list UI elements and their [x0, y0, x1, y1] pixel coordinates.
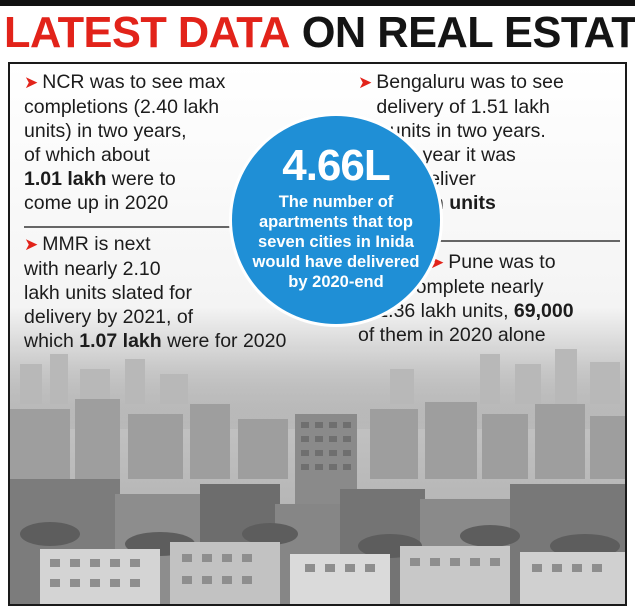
ncr-line-1: ➤ NCR was to see max: [24, 71, 226, 93]
headline-figure-circle: 4.66L The number of apartments that top …: [232, 116, 440, 324]
red-arrow-icon: ➤: [24, 235, 39, 254]
ncr-line-5: 1.01 lakh were to: [24, 168, 176, 190]
circle-caption-line-1: The number of: [278, 193, 394, 211]
mmr-note: ➤ MMR is next with nearly 2.10 lakh units…: [24, 232, 286, 353]
circle-caption-line-3: seven cities in Inida: [258, 233, 414, 251]
mmr-line-4: delivery by 2021, of: [24, 306, 194, 328]
pune-line-3: 1.36 lakh units, 69,000: [377, 300, 574, 322]
red-arrow-icon: ➤: [358, 73, 373, 92]
pune-line-2: complete nearly: [405, 276, 544, 298]
mmr-line-2: with nearly 2.10: [24, 258, 161, 280]
headline: LATEST DATA ON REAL ESTATE: [4, 8, 635, 58]
red-arrow-icon: ➤: [429, 253, 445, 272]
mmr-bold-value: 1.07 lakh: [79, 330, 162, 352]
bengaluru-line-3: units in two years.: [389, 120, 546, 142]
total-figure: 4.66L: [282, 141, 391, 190]
pune-line-1: ➤ Pune was to: [429, 251, 556, 273]
red-arrow-icon: ➤: [24, 73, 39, 92]
ncr-line-3: units) in two years,: [24, 120, 187, 142]
circle-caption-line-2: apartments that top: [258, 213, 413, 231]
bengaluru-line-1: ➤ Bengaluru was to see: [358, 71, 564, 93]
circle-caption-line-5: by 2020-end: [288, 273, 384, 291]
circle-caption-line-4: would have delivered: [252, 253, 420, 271]
bengaluru-line-2: delivery of 1.51 lakh: [376, 96, 550, 118]
headline-part-black: ON REAL ESTATE: [301, 8, 635, 57]
ncr-line-6: come up in 2020: [24, 192, 169, 214]
left-divider: [24, 226, 236, 228]
headline-part-red: LATEST DATA: [4, 8, 290, 57]
ncr-bold-value: 1.01 lakh: [24, 168, 107, 190]
mmr-line-5: which 1.07 lakh were for 2020: [24, 330, 287, 352]
pune-bold-value: 69,000: [513, 300, 574, 322]
ncr-note: ➤ NCR was to see max completions (2.40 la…: [24, 70, 225, 215]
pune-line-4: of them in 2020 alone: [358, 324, 546, 346]
ncr-line-4: of which about: [24, 144, 150, 166]
pune-note: ➤ Pune was to complete nearly 1.36 lakh u…: [358, 250, 594, 347]
circle-caption: The number of apartments that top seven …: [253, 192, 420, 292]
infographic-panel: ➤ NCR was to see max completions (2.40 la…: [8, 62, 627, 606]
right-divider: [432, 240, 620, 242]
top-rule: [0, 0, 635, 6]
ncr-line-2: completions (2.40 lakh: [24, 96, 220, 118]
mmr-line-3: lakh units slated for: [24, 282, 193, 304]
mmr-line-1: ➤ MMR is next: [24, 233, 151, 255]
